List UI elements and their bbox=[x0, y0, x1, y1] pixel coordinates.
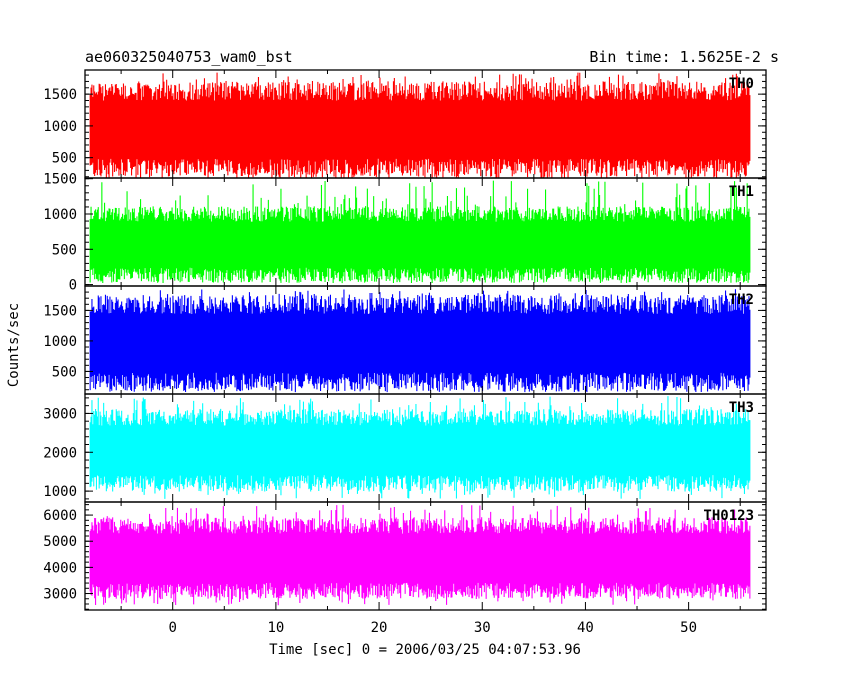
panel-th0123: 3000 4000 5000 6000 TH0123 bbox=[43, 501, 767, 611]
series-th0-trace bbox=[89, 72, 751, 178]
y-tick-label: 500 bbox=[52, 364, 77, 380]
panel-label: TH3 bbox=[729, 400, 754, 416]
x-tick-label: 40 bbox=[577, 620, 594, 636]
panel-frame bbox=[84, 501, 767, 611]
y-tick-label: 6000 bbox=[43, 508, 77, 524]
y-tick-label: 1000 bbox=[43, 484, 77, 500]
panel-label: TH0123 bbox=[703, 508, 754, 524]
panels-group: 500 1000 1500 TH0 0 500 1000 1500 TH1 500 1000 1500… bbox=[43, 69, 767, 611]
chart-title: ae060325040753_wam0_bst bbox=[85, 48, 293, 66]
panel-th0: 500 1000 1500 TH0 bbox=[43, 69, 767, 179]
x-axis-label: Time [sec] 0 = 2006/03/25 04:07:53.96 bbox=[269, 642, 581, 658]
y-tick-label: 3000 bbox=[43, 587, 77, 603]
x-tick-label: 10 bbox=[267, 620, 284, 636]
panel-label: TH1 bbox=[729, 184, 754, 200]
y-tick-label: 5000 bbox=[43, 534, 77, 550]
x-tick-label: 50 bbox=[680, 620, 697, 636]
y-tick-label: 0 bbox=[69, 278, 77, 294]
series-th1-trace bbox=[89, 180, 751, 284]
panel-th2: 500 1000 1500 TH2 bbox=[43, 285, 767, 395]
y-tick-label: 2000 bbox=[43, 445, 77, 461]
x-axis: 0 10 20 30 40 50 bbox=[168, 620, 697, 636]
series-th3-trace bbox=[89, 396, 751, 499]
panel-th3: 1000 2000 3000 TH3 bbox=[43, 393, 767, 503]
y-tick-label: 500 bbox=[52, 151, 77, 167]
series-th0123-trace bbox=[89, 504, 751, 606]
panel-label: TH0 bbox=[729, 76, 754, 92]
panel-label: TH2 bbox=[729, 292, 754, 308]
y-tick-label: 3000 bbox=[43, 406, 77, 422]
y-tick-label: 4000 bbox=[43, 560, 77, 576]
y-tick-label: 1000 bbox=[43, 119, 77, 135]
y-tick-label: 1000 bbox=[43, 207, 77, 223]
bin-time-label: Bin time: 1.5625E-2 s bbox=[589, 48, 779, 66]
x-tick-label: 0 bbox=[168, 620, 176, 636]
y-tick-label: 1500 bbox=[43, 172, 77, 188]
y-tick-label: 1500 bbox=[43, 87, 77, 103]
y-tick-label: 1500 bbox=[43, 303, 77, 319]
y-tick-label: 500 bbox=[52, 242, 77, 258]
y-axis-label: Counts/sec bbox=[6, 303, 22, 387]
x-tick-label: 20 bbox=[371, 620, 388, 636]
panel-th1: 0 500 1000 1500 TH1 bbox=[43, 172, 767, 294]
series-th2-trace bbox=[89, 289, 751, 393]
y-tick-label: 1000 bbox=[43, 334, 77, 350]
x-tick-label: 30 bbox=[474, 620, 491, 636]
